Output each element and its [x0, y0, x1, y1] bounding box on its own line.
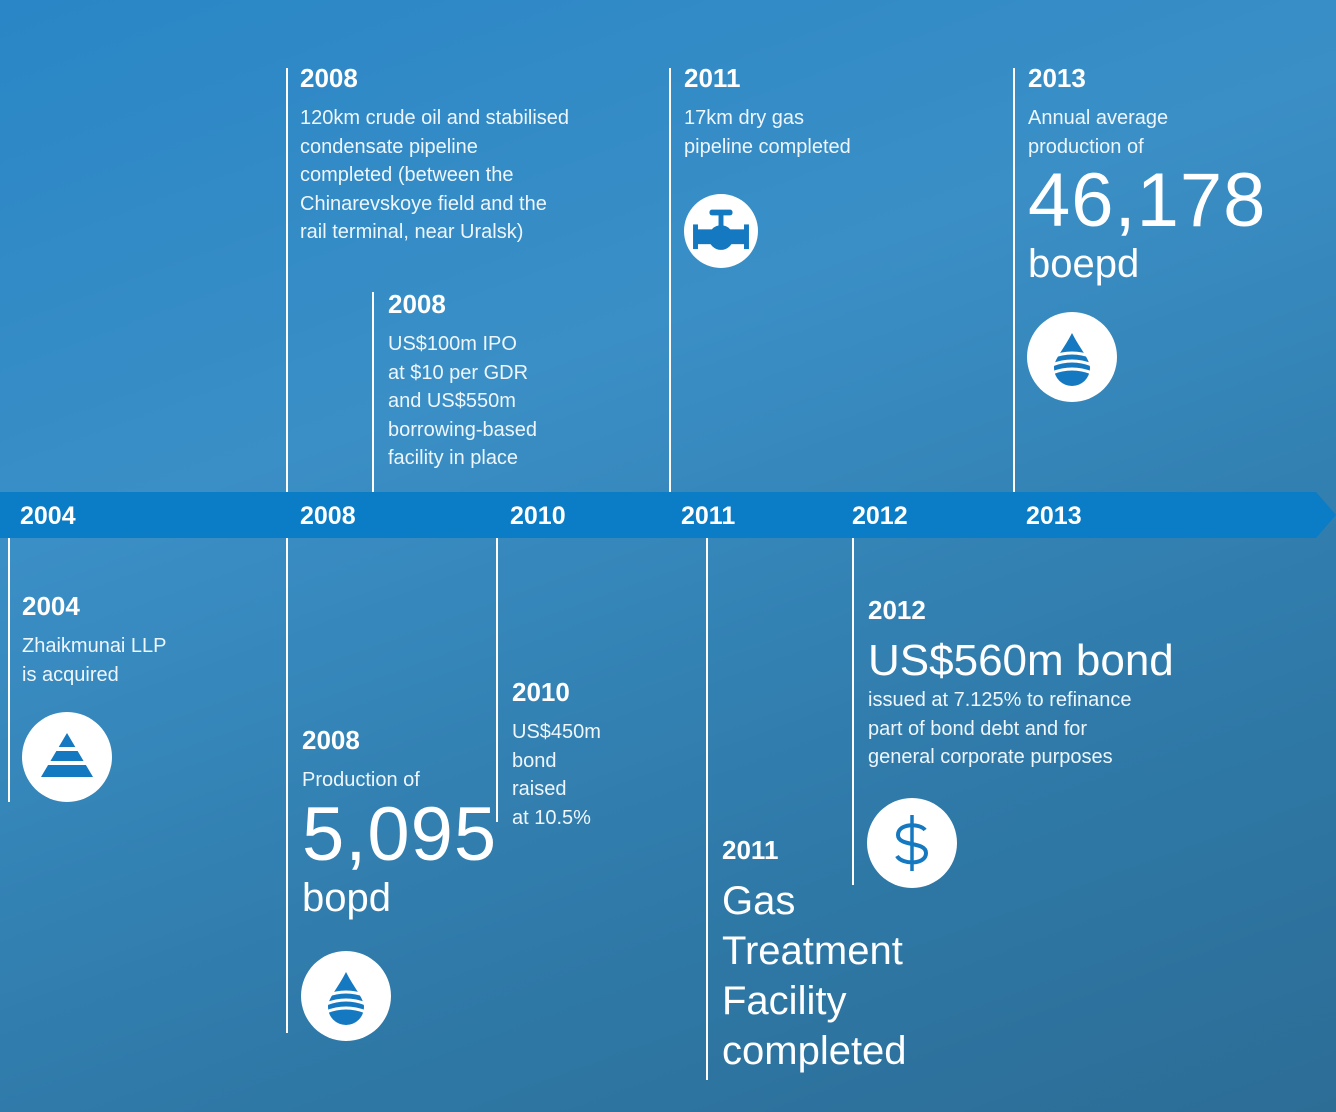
- event-figure: 5,095: [302, 791, 498, 877]
- axis-year: 2008: [300, 502, 356, 530]
- event-text: is acquired: [22, 663, 119, 686]
- event-text: condensate pipeline: [300, 135, 478, 158]
- event-headline: Gas: [722, 879, 796, 923]
- event-text: at $10 per GDR: [388, 361, 529, 384]
- event-year: 2011: [684, 63, 741, 93]
- drop-wave: [325, 998, 367, 1006]
- timeline-connector: [706, 538, 708, 1080]
- event: 2011 Gas Treatment Facility completed: [722, 834, 907, 1076]
- event: 2004 Zhaikmunai LLP is acquired: [22, 590, 167, 689]
- timeline-connector: [1013, 68, 1015, 492]
- event-year: 2011: [722, 835, 779, 865]
- event-text: at 10.5%: [512, 806, 591, 829]
- event-text: facility in place: [388, 447, 519, 469]
- event: 2008 Production of 5,095 bopd: [302, 724, 497, 921]
- valve-stem: [718, 214, 724, 228]
- timeline-connector: [496, 538, 498, 822]
- event-year: 2004: [22, 591, 80, 621]
- pyramid: [41, 733, 93, 777]
- event-text: US$100m IPO: [388, 333, 517, 355]
- drop-wave: [325, 990, 367, 998]
- timeline-connector: [286, 68, 288, 492]
- drop-wave: [1051, 367, 1093, 375]
- timeline-connector: [8, 538, 10, 802]
- event-text: Zhaikmunai LLP: [22, 635, 167, 657]
- timeline-arrow: [0, 492, 1336, 538]
- event-text: 120km crude oil and stabilised: [300, 107, 570, 129]
- event: 2010 US$450m bond raised at 10.5%: [512, 676, 601, 832]
- icon-drop: [301, 951, 391, 1041]
- event-year: 2013: [1028, 63, 1086, 93]
- timeline-connector: [852, 538, 854, 885]
- event-headline: Facility: [722, 979, 847, 1023]
- event-headline: completed: [722, 1029, 907, 1073]
- event-year: 2008: [302, 725, 360, 755]
- event-headline: Treatment: [722, 929, 903, 973]
- event-unit: boepd: [1028, 242, 1140, 286]
- valve-flange-l: [693, 224, 698, 250]
- timeline-connector: [286, 538, 288, 1033]
- event-text: US$450m: [512, 721, 601, 743]
- event-figure: 46,178: [1028, 158, 1267, 243]
- event-text: general corporate purposes: [868, 746, 1113, 768]
- event-headline: US$560m bond: [868, 636, 1174, 685]
- drop-wave: [325, 1006, 367, 1014]
- event: 2013 Annual average production of 46,178 boe…: [1028, 62, 1266, 287]
- event-text: pipeline completed: [684, 135, 851, 158]
- event-text: Production of: [302, 769, 420, 791]
- drop-wave: [1051, 351, 1093, 359]
- event-text: completed (between the: [300, 164, 514, 186]
- axis-year: 2012: [852, 502, 908, 530]
- event-text: borrowing-based: [388, 418, 537, 441]
- event-text: bond: [512, 749, 557, 772]
- event-text: 17km dry gas: [684, 107, 805, 129]
- event: 2008 US$100m IPO at $10 per GDR and US$550m…: [388, 288, 537, 473]
- axis-year: 2010: [510, 502, 566, 530]
- event: 2008 120km crude oil and stabilised conden…: [300, 62, 569, 247]
- event-text: and US$550m: [388, 390, 516, 412]
- icon-drop: [1027, 312, 1117, 402]
- drop-wave: [1051, 359, 1093, 367]
- icon-valve: [684, 194, 758, 268]
- axis-year: 2011: [681, 502, 736, 530]
- event-text: part of bond debt and for: [868, 717, 1088, 740]
- event-year: 2012: [868, 595, 926, 625]
- valve-wheel: [709, 209, 733, 216]
- event-text: Annual average: [1028, 107, 1169, 129]
- event-text: issued at 7.125% to refinance: [868, 689, 1132, 711]
- event-text: raised: [512, 778, 567, 800]
- event-text: production of: [1028, 135, 1144, 158]
- event-text: Chinarevskoye field and the: [300, 192, 547, 215]
- axis-year: 2013: [1026, 502, 1082, 530]
- icon-pyramid: [22, 712, 112, 802]
- event-year: 2010: [512, 677, 570, 707]
- axis-year: 2004: [20, 502, 76, 530]
- event: 2012 US$560m bond issued at 7.125% to refi…: [868, 594, 1174, 772]
- timeline-connector: [372, 292, 374, 492]
- event-year: 2008: [300, 63, 358, 93]
- event-year: 2008: [388, 289, 446, 319]
- timeline-connector: [669, 68, 671, 492]
- valve-body: [708, 225, 734, 250]
- icon-dollar: [867, 798, 957, 888]
- event: 2011 17km dry gas pipeline completed: [684, 62, 851, 161]
- valve-flange-r: [744, 224, 749, 250]
- event-unit: bopd: [302, 875, 391, 920]
- event-text: rail terminal, near Uralsk): [300, 221, 524, 243]
